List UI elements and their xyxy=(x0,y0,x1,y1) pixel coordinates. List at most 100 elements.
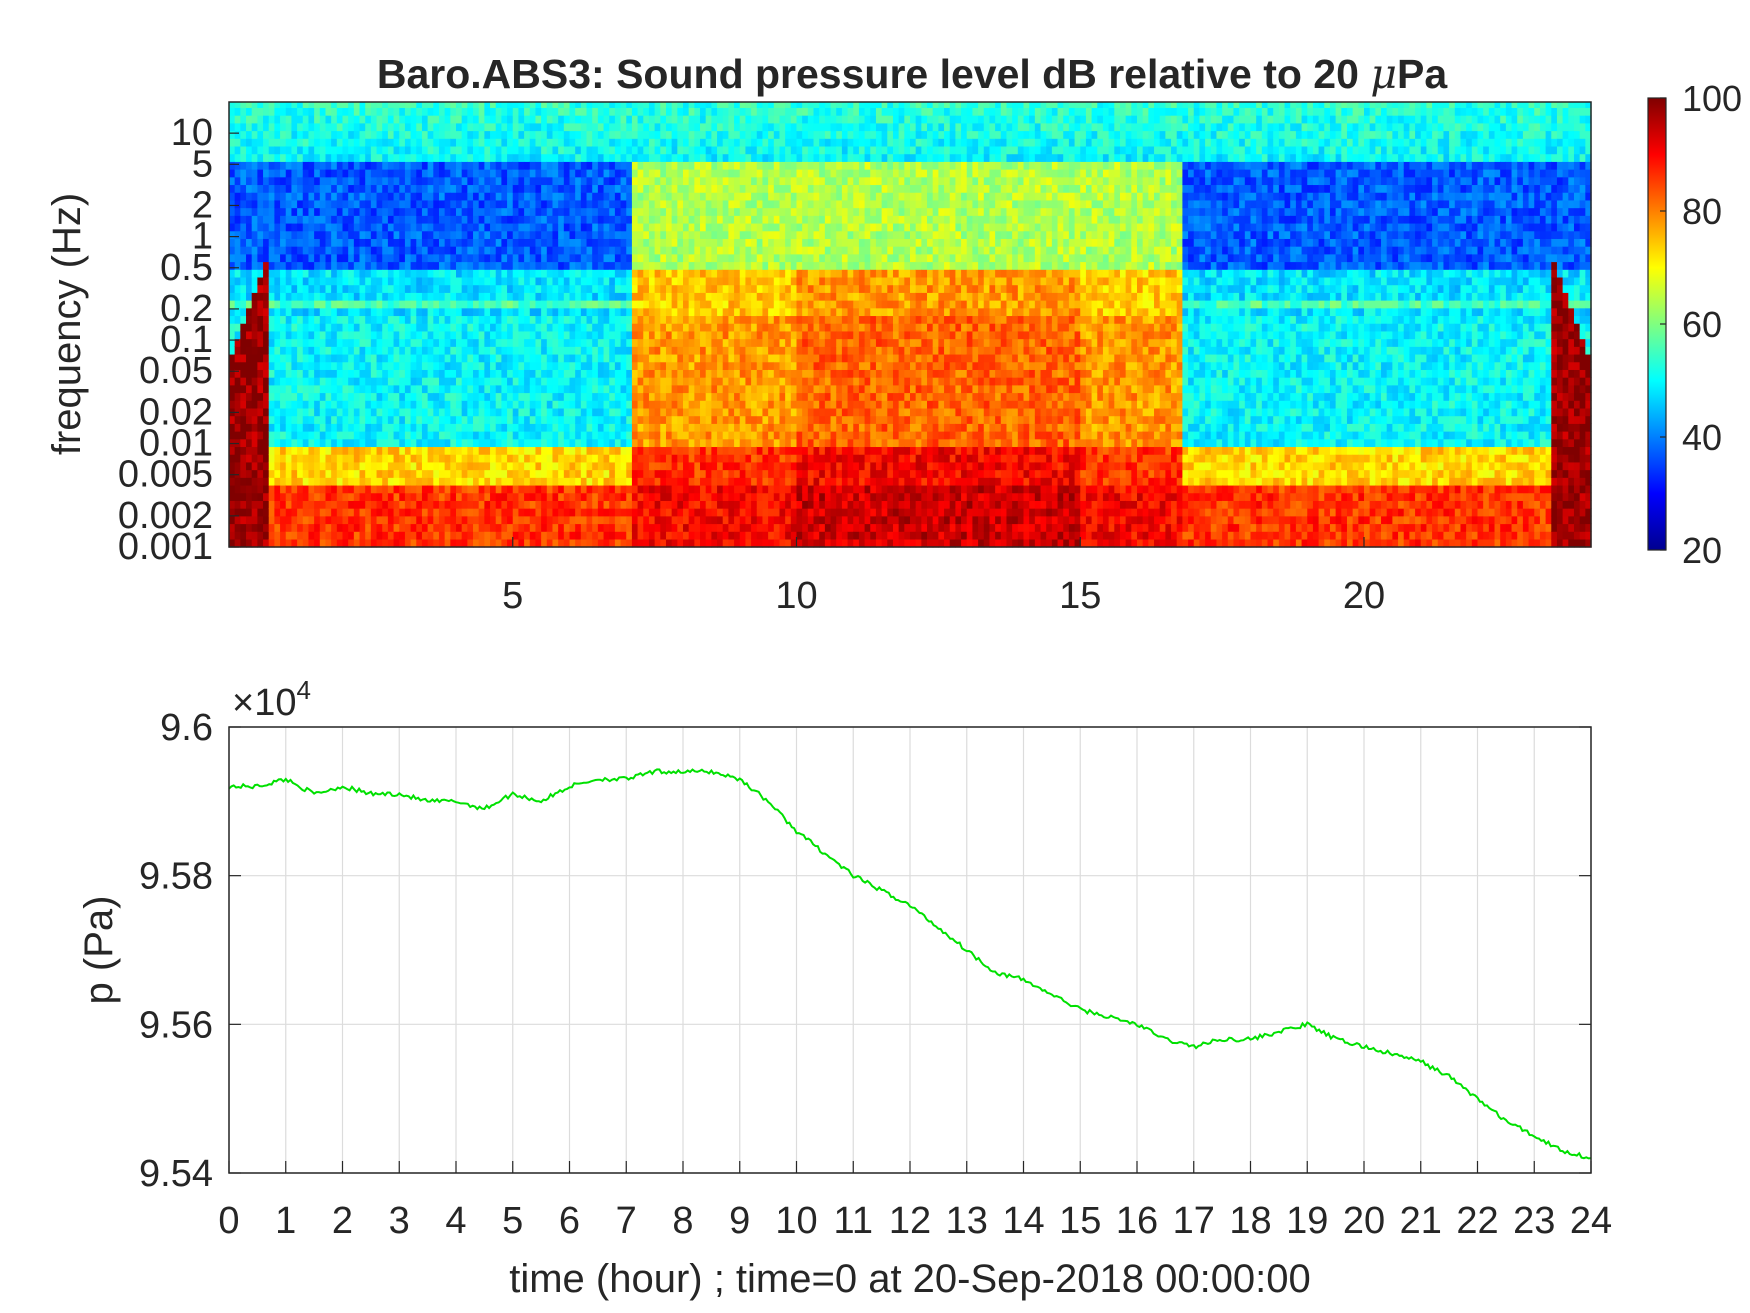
spectrogram-cell xyxy=(586,508,593,517)
spectrogram-cell xyxy=(563,369,571,378)
spectrogram-cell xyxy=(648,431,656,440)
spectrogram-cell xyxy=(285,261,293,270)
spectrogram-cell xyxy=(438,176,446,186)
spectrogram-cell xyxy=(603,222,610,232)
spectrogram-cell xyxy=(382,130,389,139)
spectrogram-cell xyxy=(575,531,582,540)
spectrogram-cell xyxy=(342,330,349,340)
spectrogram-cell xyxy=(671,338,678,347)
spectrogram-cell xyxy=(348,253,355,263)
spectrogram-cell xyxy=(444,161,451,170)
spectrogram-cell xyxy=(665,523,673,532)
spectrogram-cell xyxy=(597,431,605,440)
spectrogram-cell xyxy=(359,284,366,293)
spectrogram-cell xyxy=(376,392,383,401)
spectrogram-cell xyxy=(683,508,690,517)
spectrogram-cell xyxy=(569,153,576,162)
spectrogram-cell xyxy=(569,184,576,193)
spectrogram-cell xyxy=(268,207,275,216)
spectrogram-cell xyxy=(654,107,661,116)
spectrogram-cell xyxy=(336,307,344,317)
spectrogram-cell xyxy=(592,346,599,355)
spectrogram-cell xyxy=(700,500,707,509)
spectrogram-cell xyxy=(490,292,497,301)
spectrogram-cell xyxy=(365,300,372,309)
spectrogram-cell xyxy=(365,469,372,478)
spectrogram-cell xyxy=(342,300,349,309)
spectrogram-cell xyxy=(512,276,520,286)
spectrogram-cell xyxy=(467,253,474,263)
spectrogram-cell xyxy=(484,500,491,509)
spectrogram-cell xyxy=(518,484,525,494)
spectrogram-cell xyxy=(524,438,531,448)
spectrogram-cell xyxy=(229,215,236,224)
spectrogram-cell xyxy=(263,292,270,301)
spectrogram-cell xyxy=(558,353,565,363)
spectrogram-cell xyxy=(660,176,667,186)
spectrogram-cell xyxy=(421,153,429,162)
spectrogram-cell xyxy=(297,330,304,340)
spectrogram-cell xyxy=(416,261,423,270)
spectrogram-cell xyxy=(229,284,236,293)
spectrogram-cell xyxy=(263,207,270,216)
spectrogram-cell xyxy=(529,253,537,263)
spectrogram-cell xyxy=(308,230,315,239)
spectrogram-cell xyxy=(393,523,400,532)
spectrogram-cell xyxy=(331,330,338,340)
spectrogram-cell xyxy=(393,192,400,201)
spectrogram-cell xyxy=(671,215,678,224)
spectrogram-cell xyxy=(694,461,701,471)
spectrogram-cell xyxy=(370,161,378,170)
spectrogram-cell xyxy=(336,431,344,440)
spectrogram-cell xyxy=(671,392,678,401)
spectrogram-cell xyxy=(234,531,241,540)
spectrogram-cell xyxy=(518,531,525,540)
spectrogram-cell xyxy=(416,492,423,501)
spectrogram-cell xyxy=(438,508,446,517)
spectrogram-cell xyxy=(353,184,361,193)
spectrogram-cell xyxy=(370,323,378,332)
spectrogram-cell xyxy=(603,407,610,417)
spectrogram-cell xyxy=(416,407,423,417)
spectrogram-cell xyxy=(524,169,531,178)
spectrogram-cell xyxy=(382,361,389,370)
spectrogram-cell xyxy=(280,122,287,132)
spectrogram-cell xyxy=(359,315,366,324)
spectrogram-cell xyxy=(427,415,434,424)
spectrogram-cell xyxy=(427,261,434,270)
spectrogram-cell xyxy=(677,400,684,409)
spectrogram-cell xyxy=(552,102,559,108)
spectrogram-cell xyxy=(705,415,712,424)
spectrogram-cell xyxy=(438,446,446,455)
spectrogram-cell xyxy=(637,469,644,478)
spectrogram-cell xyxy=(342,353,349,363)
spectrogram-cell xyxy=(433,238,440,247)
spectrogram-cell xyxy=(683,176,690,186)
spectrogram-cell xyxy=(302,207,310,216)
spectrogram-cell xyxy=(365,122,372,132)
spectrogram-cell xyxy=(700,446,707,455)
spectrogram-cell xyxy=(575,253,582,263)
spectrogram-cell xyxy=(331,492,338,501)
spectrogram-cell xyxy=(580,161,588,170)
spectrogram-cell xyxy=(416,230,423,239)
spectrogram-cell xyxy=(427,515,434,525)
spectrogram-cell xyxy=(626,431,633,440)
spectrogram-cell xyxy=(285,531,293,540)
spectrogram-cell xyxy=(609,538,616,548)
spectrogram-cell xyxy=(427,130,434,139)
spectrogram-cell xyxy=(597,284,605,293)
spectrogram-cell xyxy=(319,531,327,540)
spectrogram-cell xyxy=(319,477,327,486)
spectrogram-cell xyxy=(285,153,293,162)
spectrogram-cell xyxy=(603,431,610,440)
spectrogram-cell xyxy=(342,184,349,193)
spectrogram-cell xyxy=(586,315,593,324)
spectrogram-cell xyxy=(365,438,372,448)
spectrogram-cell xyxy=(552,431,559,440)
spectrogram-cell xyxy=(467,115,474,124)
spectrogram-cell xyxy=(410,531,417,540)
spectrogram-cell xyxy=(609,222,616,232)
spectrogram-cell xyxy=(456,238,463,247)
spectrogram-cell xyxy=(558,184,565,193)
